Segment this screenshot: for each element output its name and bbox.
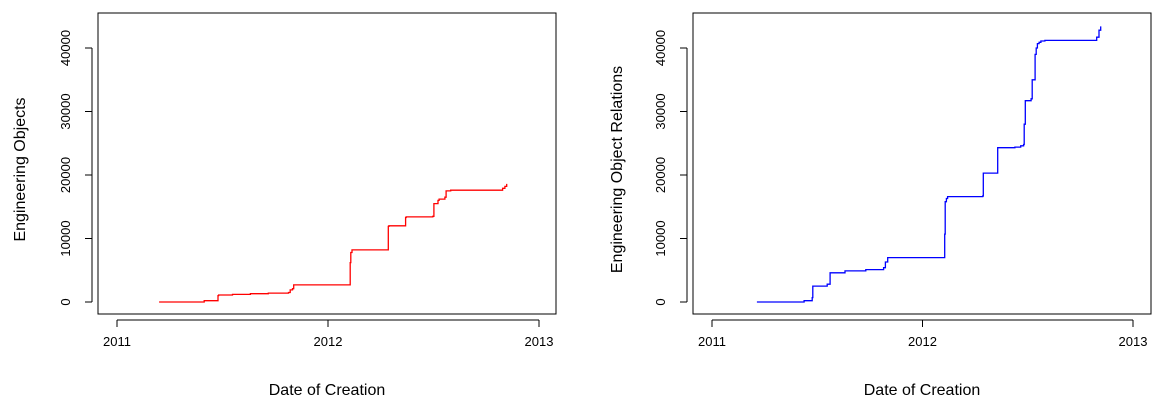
y-tick-label: 0 xyxy=(58,298,73,305)
x-tick-label: 2013 xyxy=(1119,334,1148,349)
y-tick-label: 30000 xyxy=(58,93,73,129)
y-tick-label: 40000 xyxy=(653,30,668,66)
x-tick-label: 2011 xyxy=(698,334,726,349)
y-tick-label: 40000 xyxy=(58,30,73,66)
y-tick-label: 20000 xyxy=(58,157,73,193)
plot-frame-1 xyxy=(97,12,557,315)
x-tick-label: 2011 xyxy=(103,334,131,349)
x-tick-label: 2013 xyxy=(525,334,554,349)
y-axis-title: Engineering Object Relations xyxy=(609,66,626,273)
y-tick-label: 10000 xyxy=(653,220,668,256)
series-line-2 xyxy=(756,26,1102,303)
x-axis-title: Date of Creation xyxy=(864,382,981,399)
y-tick-label: 30000 xyxy=(653,93,668,129)
x-tick-label: 2012 xyxy=(314,334,343,349)
y-tick-label: 0 xyxy=(653,298,668,305)
plot-frame-2 xyxy=(692,12,1152,315)
series-line-1 xyxy=(159,183,508,303)
y-tick-label: 10000 xyxy=(58,220,73,256)
x-axis-title: Date of Creation xyxy=(269,382,386,399)
x-tick-label: 2012 xyxy=(908,334,937,349)
y-tick-label: 20000 xyxy=(653,157,668,193)
y-axis-title: Engineering Objects xyxy=(12,97,29,241)
